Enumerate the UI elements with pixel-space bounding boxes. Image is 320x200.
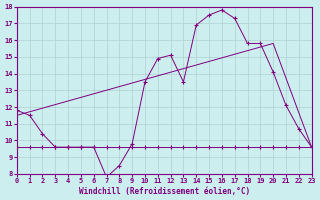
- X-axis label: Windchill (Refroidissement éolien,°C): Windchill (Refroidissement éolien,°C): [79, 187, 250, 196]
